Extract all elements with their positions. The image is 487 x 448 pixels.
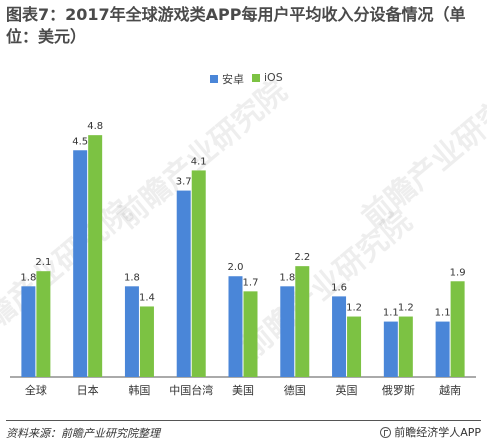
- legend-swatch-android: [210, 75, 218, 83]
- legend: 安卓 iOS: [0, 71, 487, 87]
- bar-ios: [88, 135, 103, 377]
- data-label-android: 4.5: [72, 136, 88, 147]
- x-tick-label: 韩国: [128, 383, 150, 397]
- x-tick-label: 中国台湾: [169, 383, 213, 397]
- data-label-ios: 2.1: [35, 257, 51, 268]
- brand-name: 前瞻经济学人APP: [394, 426, 481, 439]
- bar-android: [21, 286, 36, 377]
- bar-android: [280, 286, 295, 377]
- x-tick-label: 美国: [232, 384, 254, 397]
- bar-android: [176, 190, 191, 377]
- data-label-android: 1.1: [435, 308, 451, 319]
- legend-label-ios: iOS: [264, 71, 283, 84]
- data-label-ios: 1.7: [243, 277, 259, 288]
- x-tick-label: 日本: [77, 383, 99, 397]
- data-label-android: 3.7: [176, 177, 192, 188]
- x-tick-label: 英国: [336, 383, 358, 397]
- legend-item-ios: iOS: [252, 71, 283, 84]
- data-label-ios: 1.9: [450, 267, 466, 278]
- x-tick-label: 越南: [439, 383, 461, 397]
- data-label-ios: 4.1: [191, 156, 207, 167]
- data-label-ios: 4.8: [87, 121, 103, 132]
- bar-ios: [347, 316, 362, 377]
- data-label-android: 1.8: [20, 272, 36, 283]
- bar-ios: [36, 271, 51, 377]
- data-label-android: 1.1: [383, 308, 399, 319]
- legend-label-android: 安卓: [222, 73, 244, 86]
- data-label-android: 1.8: [124, 272, 140, 283]
- bar-android: [435, 321, 450, 377]
- bar-ios: [398, 316, 413, 377]
- bar-ios: [295, 266, 310, 377]
- x-tick-label: 德国: [284, 383, 306, 397]
- brand-logo-icon: [380, 426, 392, 438]
- bar-android: [228, 276, 243, 377]
- brand-credit: 前瞻经济学人APP: [380, 424, 481, 440]
- data-label-ios: 1.4: [139, 292, 155, 303]
- footer-divider: [6, 420, 481, 421]
- bar-ios: [450, 281, 465, 377]
- bar-ios: [243, 291, 258, 377]
- bar-android: [124, 286, 139, 377]
- x-tick-label: 全球: [25, 383, 47, 397]
- bar-android: [73, 150, 88, 377]
- data-label-ios: 1.2: [398, 303, 414, 314]
- data-label-android: 1.6: [331, 282, 347, 293]
- legend-swatch-ios: [252, 73, 260, 82]
- legend-item-android: 安卓: [210, 71, 244, 87]
- bar-android: [332, 296, 347, 377]
- bar-ios: [139, 306, 154, 377]
- bar-ios: [191, 170, 206, 377]
- data-label-android: 2.0: [228, 262, 244, 273]
- bar-chart: 1.8 2.1 全球 4.5 4.8 日本 1.8 1.4 韩国 3.7 4.1 中国台湾 2.0 1.7…: [10, 121, 476, 397]
- data-label-ios: 2.2: [294, 252, 310, 263]
- data-label-ios: 1.2: [346, 303, 362, 314]
- x-tick-label: 俄罗斯: [382, 384, 415, 397]
- chart-title: 图表7：2017年全球游戏类APP每用户平均收入分设备情况（单位：美元）: [6, 5, 466, 46]
- bar-android: [383, 321, 398, 377]
- data-label-android: 1.8: [279, 272, 295, 283]
- source-note: 资料来源：前瞻产业研究院整理: [6, 427, 160, 440]
